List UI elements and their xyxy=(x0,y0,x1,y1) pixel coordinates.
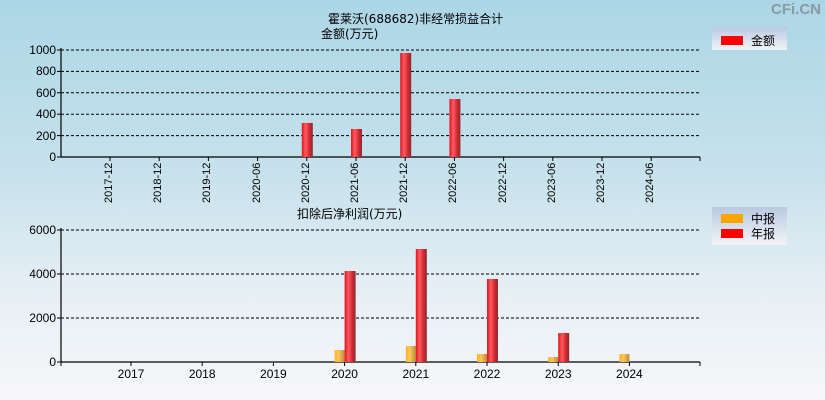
bar-amount xyxy=(301,122,313,157)
chart1-ylabel: 金额(万元) xyxy=(321,27,379,41)
legend-swatch-orange xyxy=(721,214,743,223)
y-tick-label: 0 xyxy=(49,355,56,369)
legend-label: 金额 xyxy=(751,34,776,48)
x-tick-label: 2021 xyxy=(402,367,430,381)
bar-amount xyxy=(400,52,412,157)
x-tick-label: 2022 xyxy=(473,367,501,381)
y-tick-label: 800 xyxy=(35,64,56,79)
chart1-plot xyxy=(57,48,701,161)
legend-swatch-red xyxy=(721,36,743,45)
bar-annual xyxy=(558,333,570,362)
legend-swatch-red xyxy=(721,229,743,238)
y-tick-label: 4000 xyxy=(29,267,56,281)
y-tick-label: 1000 xyxy=(29,43,56,57)
chart2-title: 扣除后净利润(万元) xyxy=(297,207,403,221)
legend-label: 年报 xyxy=(751,227,776,241)
chart2-legend: 中报 年报 xyxy=(712,207,787,245)
y-tick-label: 600 xyxy=(35,85,56,100)
x-tick-label: 2017 xyxy=(117,367,145,381)
y-tick-label: 6000 xyxy=(29,223,56,237)
bar-interim xyxy=(619,353,630,362)
bar-interim xyxy=(405,346,416,362)
bar-amount xyxy=(449,99,461,157)
watermark-logo: CFi.CN xyxy=(771,1,821,18)
bar-interim xyxy=(334,350,345,362)
chart2-plot xyxy=(57,228,701,366)
bar-amount xyxy=(351,128,362,157)
y-tick-label: 0 xyxy=(49,150,56,164)
y-tick-label: 200 xyxy=(35,128,56,143)
bar-interim xyxy=(548,357,559,362)
x-tick-label: 2019 xyxy=(260,367,287,381)
x-tick-label: 2023 xyxy=(544,367,572,381)
legend-item-interim: 中报 xyxy=(721,210,775,227)
x-tick-label: 2024 xyxy=(616,367,643,381)
x-tick-label: 2018 xyxy=(188,367,216,381)
bar-annual xyxy=(344,271,356,362)
y-tick-label: 2000 xyxy=(29,311,56,325)
x-tick-label: 2020 xyxy=(331,367,358,381)
chart1-legend: 金额 xyxy=(712,27,787,50)
bar-interim xyxy=(477,353,487,362)
legend-label: 中报 xyxy=(751,212,776,226)
legend-item-annual: 年报 xyxy=(721,225,775,242)
bar-annual xyxy=(415,249,427,362)
bar-annual xyxy=(487,278,498,362)
legend-item-amount: 金额 xyxy=(721,32,775,49)
y-tick-label: 400 xyxy=(35,107,56,122)
chart1-title: 霍莱沃(688682)非经常损益合计 xyxy=(328,12,504,26)
